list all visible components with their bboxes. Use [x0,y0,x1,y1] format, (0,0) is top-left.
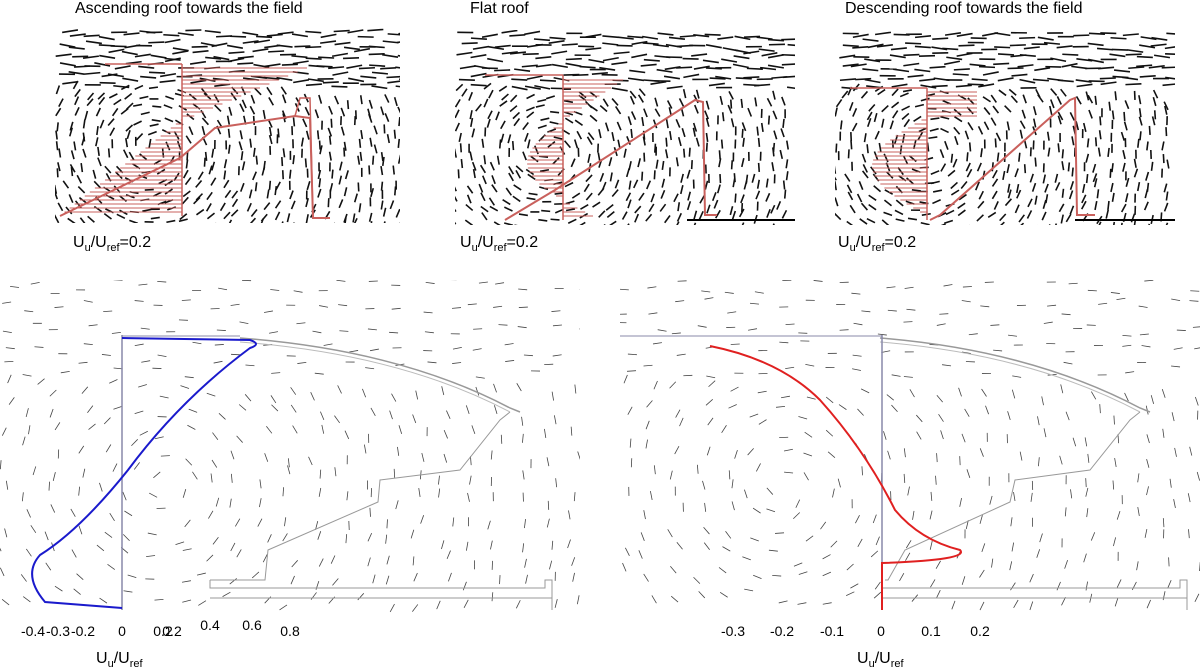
velocity-profile-right [709,345,963,610]
building-outline [504,98,717,221]
tick-label: 0.4 [200,617,220,633]
roof-outline [879,337,1151,413]
tick-label: 0.2 [153,623,173,639]
tick-label: 0.2 [970,623,990,639]
axis-title-left: Uu/Uref [96,650,143,671]
roof-outline [239,337,521,413]
tick-label: 0.1 [921,623,941,639]
panel-title-ascending: Ascending roof towards the field [75,0,303,17]
tick-label: 0.8 [280,623,300,639]
panel-title-flat: Flat roof [470,0,529,17]
tick-label: 0 [877,623,885,639]
cfd-vector-field-right [620,280,1200,613]
profile-hatching [527,79,623,217]
vector-field-descending [835,30,1175,225]
velocity-profile-left [31,337,257,609]
ratio-label-descending: Uu/Uref=0.2 [838,234,917,255]
tick-label: -0.4 [20,623,46,639]
velocity-vectors [620,280,1200,611]
tick-label: -0.1 [819,623,845,639]
axis-title-right: Uu/Uref [857,650,904,671]
building-outline [929,96,1095,221]
tick-label: 0 [118,623,126,639]
vector-field-flat [455,30,795,225]
tick-label: -0.2 [769,623,795,639]
stand-outline [885,411,1141,581]
tick-label: -0.3 [720,623,746,639]
ratio-label-ascending: Uu/Uref=0.2 [73,234,152,255]
tick-label: -0.3 [45,623,71,639]
panel-title-descending: Descending roof towards the field [845,0,1083,17]
tick-label: 0.6 [242,617,262,633]
profile-hatching [872,91,977,213]
tick-label: 0.2 [162,623,182,639]
profile-hatching [64,67,307,213]
ratio-label-flat: Uu/Uref=0.2 [460,234,539,255]
velocity-vectors [455,30,795,225]
tick-label: -0.2 [70,623,96,639]
vector-field-ascending [55,28,400,223]
cfd-vector-field-left [0,280,580,613]
velocity-vectors [835,31,1175,225]
stand-outline [210,411,511,581]
velocity-vectors [0,280,580,613]
